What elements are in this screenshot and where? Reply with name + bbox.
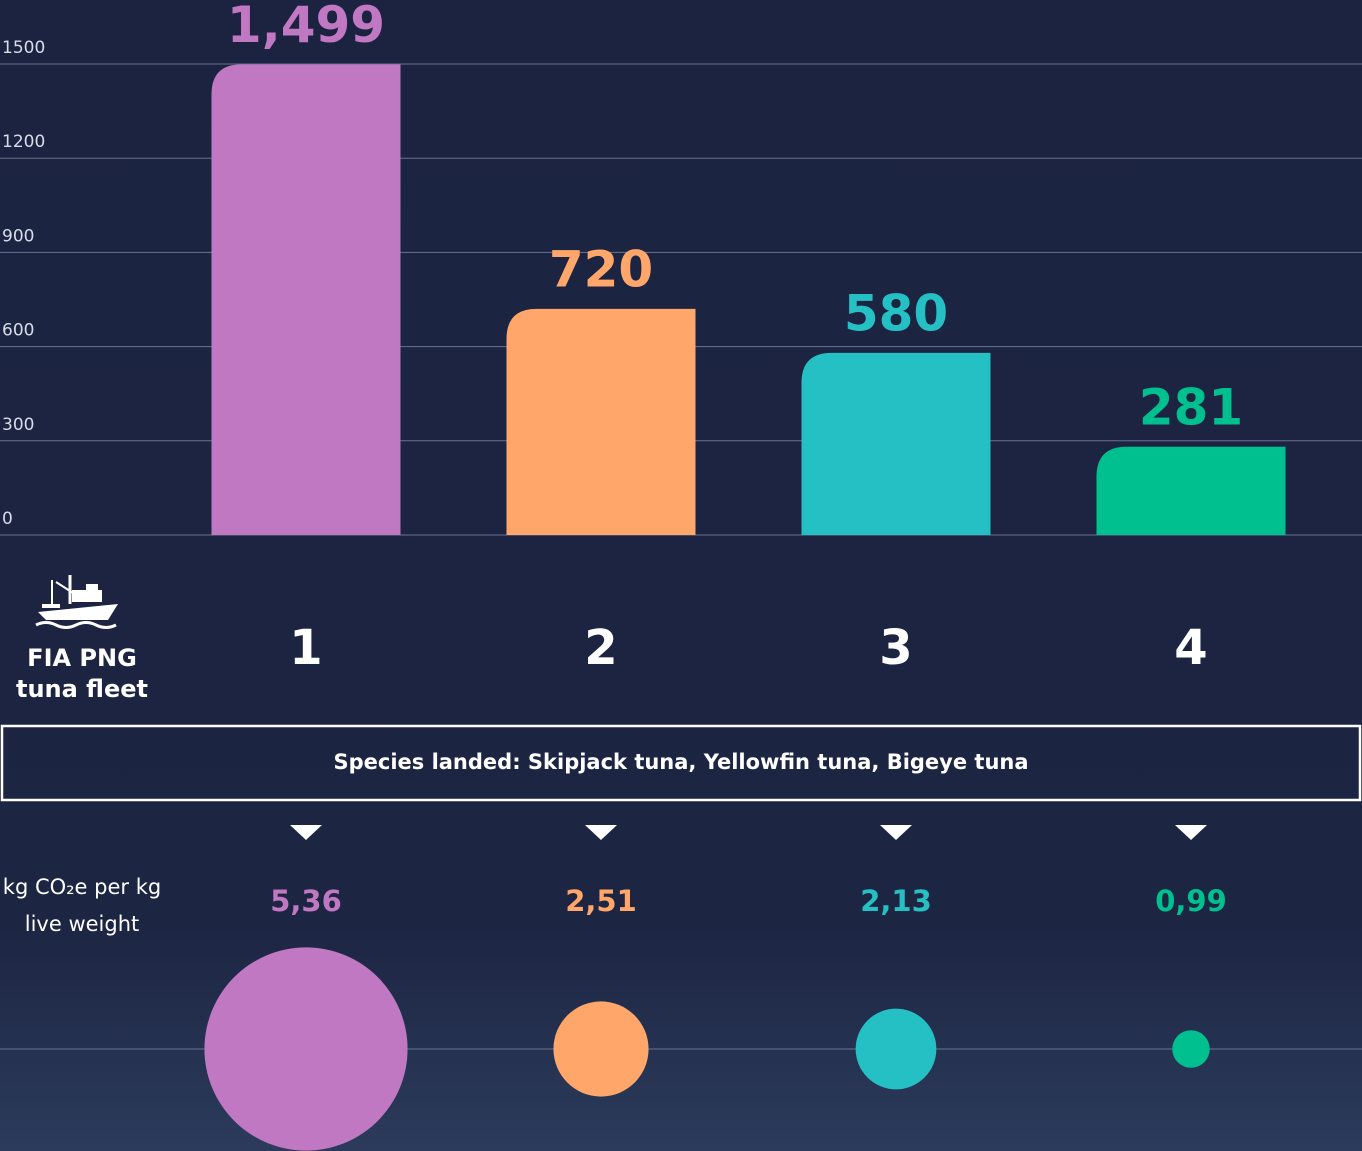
pointer-arrow <box>585 825 617 840</box>
y-tick-label: 0 <box>2 509 13 529</box>
bubble <box>204 947 408 1151</box>
y-tick-label: 1500 <box>2 38 45 58</box>
species-banner: Species landed: Skipjack tuna, Yellowfin… <box>333 750 1028 774</box>
bubble <box>855 1008 937 1090</box>
bar-value-label: 281 <box>1139 378 1243 436</box>
bubble-value-label: 5,36 <box>270 884 342 918</box>
bar-value-label: 580 <box>844 284 948 342</box>
bar-value-label: 720 <box>549 240 653 298</box>
bubble-value-label: 2,13 <box>860 884 932 918</box>
bubble <box>553 1001 649 1097</box>
bar <box>801 352 991 535</box>
y-tick-label: 600 <box>2 321 34 341</box>
bar <box>506 308 696 535</box>
bar <box>211 64 401 536</box>
fleet-label: FIA PNG <box>27 644 137 672</box>
pointer-arrow <box>1175 825 1207 840</box>
unit-label: kg CO₂e per kg <box>3 875 161 899</box>
bubble-value-label: 2,51 <box>565 884 637 918</box>
x-tick-label: 2 <box>584 620 617 676</box>
pointer-arrow <box>880 825 912 840</box>
bar-value-label: 1,499 <box>227 0 385 54</box>
x-tick-label: 3 <box>879 620 912 676</box>
x-tick-label: 1 <box>289 620 322 676</box>
y-tick-label: 1200 <box>2 132 45 152</box>
y-tick-label: 300 <box>2 415 34 435</box>
x-tick-label: 4 <box>1174 620 1207 676</box>
pointer-arrow <box>290 825 322 840</box>
bubble-value-label: 0,99 <box>1155 884 1227 918</box>
bar <box>1096 446 1286 535</box>
y-tick-label: 900 <box>2 226 34 246</box>
bubble <box>1172 1030 1210 1068</box>
boat-icon <box>35 575 118 629</box>
species-banner-box <box>0 724 1362 802</box>
fleet-label: tuna fleet <box>16 675 148 703</box>
unit-label: live weight <box>25 912 140 936</box>
